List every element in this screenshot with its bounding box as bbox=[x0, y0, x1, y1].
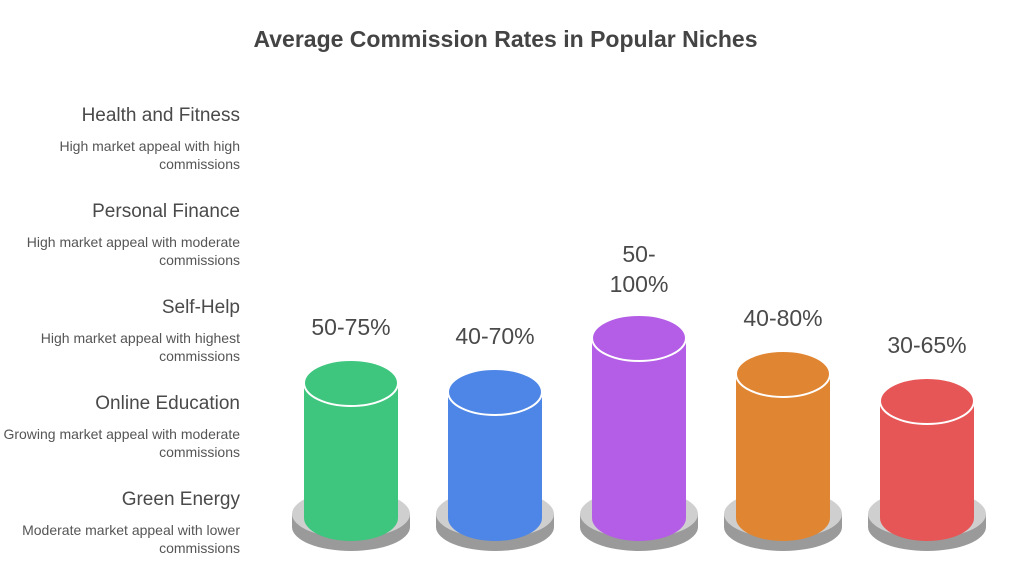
cylinder-body bbox=[592, 338, 686, 518]
cylinder-bar bbox=[724, 350, 842, 551]
legend-description: High market appeal with high commissions bbox=[59, 138, 240, 172]
cylinder-top bbox=[735, 350, 831, 398]
legend-name: Self-Help bbox=[161, 297, 240, 318]
cylinder-top bbox=[879, 377, 975, 425]
cylinder-bar bbox=[580, 314, 698, 551]
legend-description: Moderate market appeal with lower commis… bbox=[22, 522, 240, 556]
value-label: 50- 100% bbox=[609, 241, 669, 297]
legend-description: High market appeal with highest commissi… bbox=[40, 330, 240, 364]
legend-description: High market appeal with moderate commiss… bbox=[26, 234, 240, 268]
cylinder-bar bbox=[868, 377, 986, 551]
cylinder-bar bbox=[436, 368, 554, 551]
value-label: 50-75% bbox=[311, 314, 391, 340]
cylinder-top bbox=[447, 368, 543, 416]
legend-item-health-fitness: Health and Fitness High market appeal wi… bbox=[0, 105, 240, 173]
legend-item-green-energy: Green Energy Moderate market appeal with… bbox=[0, 489, 240, 557]
legend-name: Health and Fitness bbox=[81, 105, 240, 126]
value-label: 40-70% bbox=[455, 323, 535, 349]
legend-item-self-help: Self-Help High market appeal with highes… bbox=[0, 297, 240, 365]
legend-item-personal-finance: Personal Finance High market appeal with… bbox=[0, 201, 240, 269]
cylinder-top bbox=[591, 314, 687, 362]
legend-item-online-education: Online Education Growing market appeal w… bbox=[0, 393, 240, 461]
cylinder-bar bbox=[292, 359, 410, 551]
value-label: 30-65% bbox=[887, 332, 967, 358]
legend: Health and Fitness High market appeal wi… bbox=[0, 0, 250, 569]
legend-name: Green Energy bbox=[121, 489, 240, 510]
value-label: 40-80% bbox=[743, 305, 823, 331]
chart-title: Average Commission Rates in Popular Nich… bbox=[253, 26, 758, 52]
legend-description: Growing market appeal with moderate comm… bbox=[3, 426, 240, 460]
legend-name: Online Education bbox=[95, 393, 240, 414]
cylinder-top bbox=[303, 359, 399, 407]
legend-name: Personal Finance bbox=[92, 201, 240, 222]
